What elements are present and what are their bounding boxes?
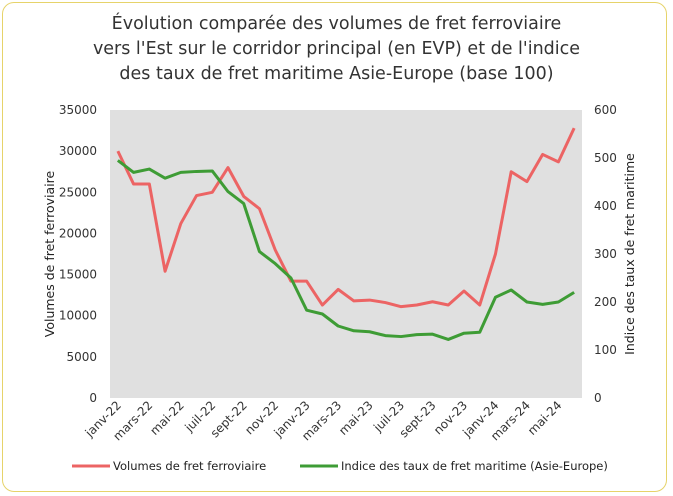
y-left-tick-label: 25000 — [59, 185, 97, 199]
y-right-tick-label: 0 — [594, 391, 602, 405]
x-tick-label: mai-23 — [336, 398, 376, 438]
x-tick-label: mai-22 — [147, 398, 187, 438]
y-axis-right-label: Indice des taux de fret maritime — [622, 153, 637, 355]
y-axis-left-label: Volumes de fret ferroviaire — [42, 170, 57, 337]
plot-area — [110, 110, 582, 398]
y-right-tick-label: 100 — [594, 343, 617, 357]
title-line: vers l'Est sur le corridor principal (en… — [92, 39, 581, 59]
series-line-volumes — [116, 127, 576, 309]
y-left-tick-label: 10000 — [59, 309, 97, 323]
y-left-tick-label: 15000 — [59, 268, 97, 282]
y-right-tick-label: 300 — [594, 247, 617, 261]
series-line-index — [116, 159, 575, 341]
y-right-tick-label: 500 — [594, 151, 617, 165]
y-left-tick-label: 0 — [89, 391, 97, 405]
y-left-tick-label: 35000 — [59, 103, 97, 117]
x-tick-label: mai-24 — [525, 398, 565, 438]
title-line: des taux de fret maritime Asie-Europe (b… — [119, 64, 554, 84]
y-left-tick-label: 20000 — [59, 226, 97, 240]
title-line: Évolution comparée des volumes de fret f… — [111, 14, 562, 34]
y-left-tick-label: 5000 — [66, 350, 97, 364]
y-right-tick-label: 200 — [594, 295, 617, 309]
y-left-tick-label: 30000 — [59, 144, 97, 158]
legend-label-index: Indice des taux de fret maritime (Asie-E… — [341, 459, 608, 473]
chart-title: Évolution comparée des volumes de fret f… — [0, 12, 673, 87]
y-right-tick-label: 400 — [594, 199, 617, 213]
legend-label-volumes: Volumes de fret ferroviaire — [113, 459, 266, 473]
y-right-tick-label: 600 — [594, 103, 617, 117]
